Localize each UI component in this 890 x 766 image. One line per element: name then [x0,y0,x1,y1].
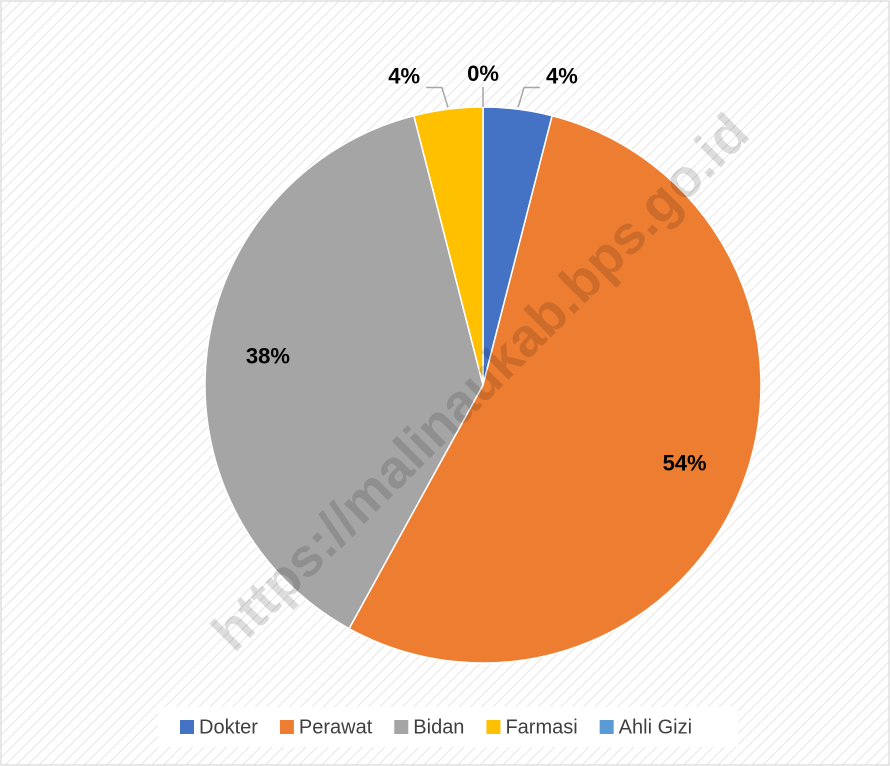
data-label: 4% [546,63,578,88]
data-labels: 4% 54% 38% 4% 0% [246,61,707,476]
leader-line [426,86,449,108]
legend-swatch [394,720,409,734]
pie-slice [412,106,484,386]
data-label: 4% [388,63,420,88]
legend-label: Bidan [413,716,464,738]
legend-label: Dokter [199,716,258,738]
legend-label: Farmasi [505,716,577,738]
pie [204,106,762,664]
legend-swatch [599,720,614,734]
pie-slice [204,114,484,630]
data-label: 54% [663,451,707,476]
data-label: 0% [467,61,499,86]
data-label: 38% [246,344,290,369]
legend-background [158,707,738,747]
legend-label: Perawat [299,716,373,738]
legend-swatch [180,720,194,734]
pie-slice [348,114,762,664]
legend-swatch [486,720,501,734]
legend-swatch [279,720,294,734]
leader-line [517,86,540,108]
legend-label: Ahli Gizi [619,716,692,738]
legend: Dokter Perawat Bidan Farmasi Ahli Gizi [180,716,692,738]
